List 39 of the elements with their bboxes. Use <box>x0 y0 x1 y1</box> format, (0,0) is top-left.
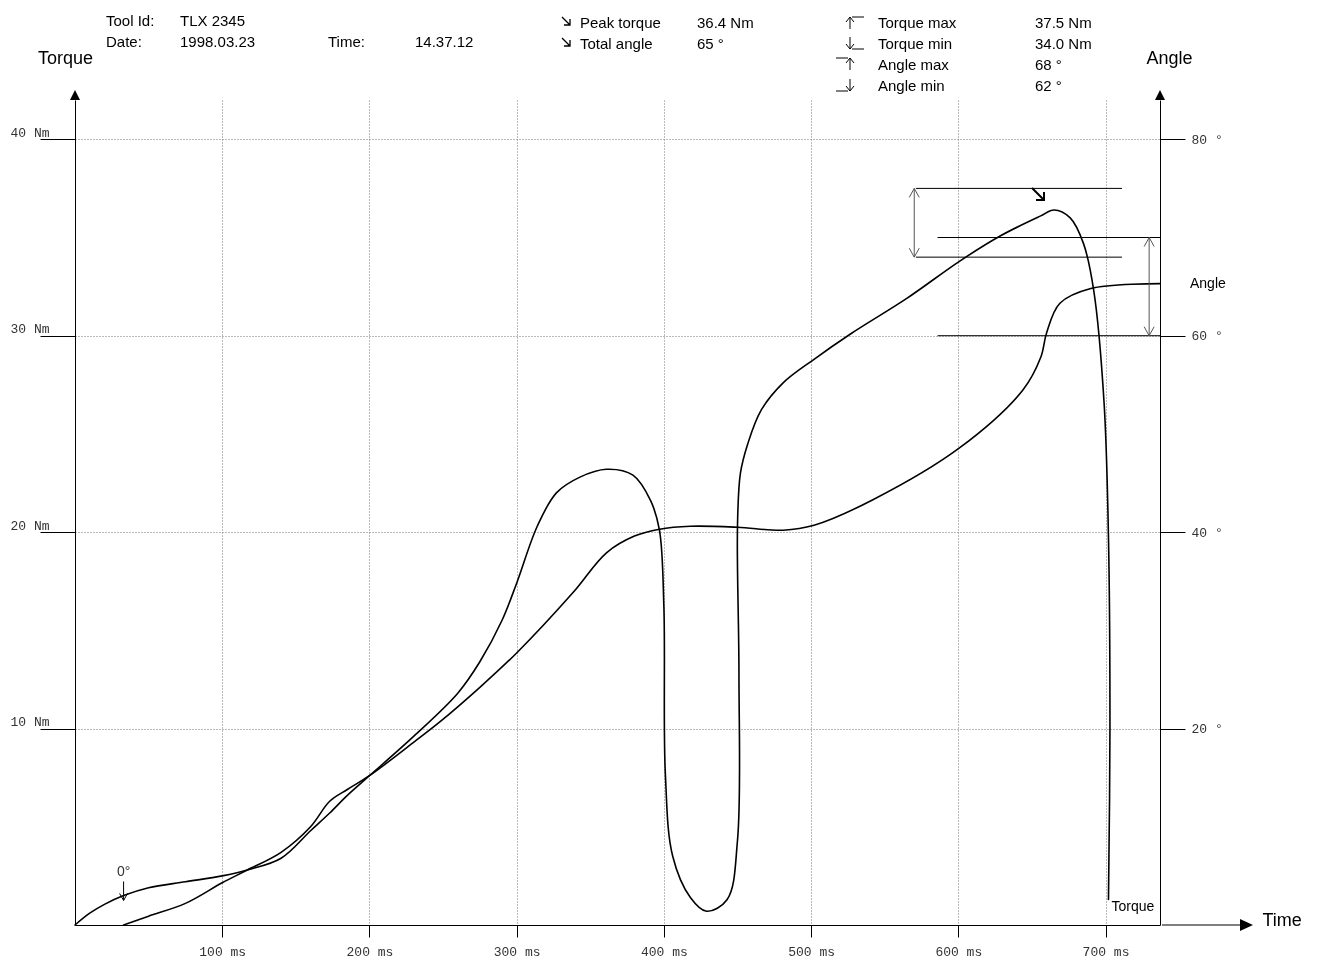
text: Date: <box>106 33 142 51</box>
x-tick-label: 700 ms <box>1082 944 1130 960</box>
series-label: Torque <box>1111 898 1155 915</box>
text: Angle min <box>878 77 945 95</box>
text: 34.0 Nm <box>1035 35 1092 53</box>
x-tick-label: 400 ms <box>640 944 688 960</box>
text: 37.5 Nm <box>1035 14 1092 32</box>
y2-axis-title: Angle <box>1146 47 1193 68</box>
text: Peak torque <box>580 14 661 32</box>
y-tick-label: 10 Nm <box>10 715 50 731</box>
text: 65 ° <box>697 35 724 53</box>
x-tick-label: 600 ms <box>935 944 983 960</box>
y-tick-label: 30 Nm <box>10 322 50 338</box>
x-tick-label: 300 ms <box>493 944 541 960</box>
text: Angle max <box>878 56 949 74</box>
x-tick-label: 200 ms <box>346 944 394 960</box>
text: 36.4 Nm <box>697 14 754 32</box>
text: 62 ° <box>1035 77 1062 95</box>
x-tick-label: 100 ms <box>199 944 247 960</box>
text: Time: <box>328 33 365 51</box>
y2-tick-label: 40 ° <box>1191 525 1223 541</box>
y-tick-label: 20 Nm <box>10 518 50 534</box>
y2-tick-label: 60 ° <box>1191 329 1223 345</box>
text: 68 ° <box>1035 56 1062 74</box>
x-tick-label: 500 ms <box>788 944 835 960</box>
annotation: 0° <box>116 863 131 880</box>
text: Total angle <box>580 35 653 53</box>
y-tick-label: 40 Nm <box>10 125 50 141</box>
text: Torque max <box>878 14 957 32</box>
y2-tick-label: 20 ° <box>1191 722 1223 738</box>
y-axis-title: Torque <box>37 47 94 68</box>
text: Tool Id: <box>106 12 155 30</box>
text: TLX 2345 <box>180 12 246 30</box>
text: Angle <box>1190 274 1227 291</box>
text: 14.37.12 <box>415 33 474 51</box>
y2-tick-label: 80 ° <box>1191 132 1223 148</box>
text: 1998.03.23 <box>180 33 256 51</box>
text: Torque min <box>878 35 953 53</box>
x-axis-title: Time <box>1262 909 1302 930</box>
